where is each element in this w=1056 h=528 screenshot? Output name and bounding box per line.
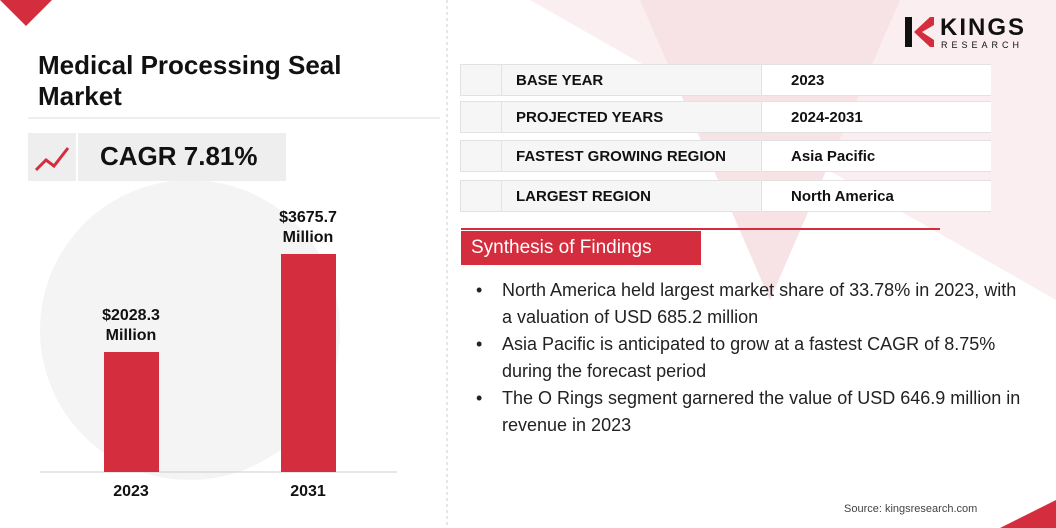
row-icon bbox=[461, 141, 502, 171]
row-value: North America bbox=[791, 188, 894, 205]
title: Medical Processing Seal Market bbox=[38, 50, 342, 111]
row-label: LARGEST REGION bbox=[516, 188, 652, 205]
row-value-cell: 2023 bbox=[761, 65, 991, 95]
x-tick-label: 2023 bbox=[113, 483, 149, 500]
value-label: $3675.7 Million bbox=[279, 209, 337, 246]
row-icon bbox=[461, 102, 502, 132]
info-row: FASTEST GROWING REGION Asia Pacific bbox=[460, 140, 991, 172]
source: Source: kingsresearch.com bbox=[844, 503, 978, 515]
cagr: CAGR 7.81% bbox=[100, 141, 258, 171]
x-tick-label: 2031 bbox=[290, 483, 326, 500]
row-value-cell: Asia Pacific bbox=[761, 141, 991, 171]
findings-list: North America held largest market share … bbox=[462, 277, 1022, 439]
row-value: 2023 bbox=[791, 72, 825, 89]
row-value: 2024-2031 bbox=[791, 109, 863, 126]
row-icon bbox=[461, 181, 502, 211]
row-label: FASTEST GROWING REGION bbox=[516, 148, 727, 165]
row-value-cell: 2024-2031 bbox=[761, 102, 991, 132]
row-value: Asia Pacific bbox=[791, 148, 876, 165]
value-label: $2028.3 Million bbox=[102, 306, 160, 344]
finding: Asia Pacific is anticipated to grow at a… bbox=[462, 331, 1022, 385]
bar bbox=[280, 254, 336, 472]
info-row: BASE YEAR 2023 bbox=[460, 64, 991, 96]
row-icon bbox=[461, 65, 502, 95]
row-label: BASE YEAR bbox=[516, 72, 604, 89]
bar bbox=[103, 351, 159, 472]
row-label: PROJECTED YEARS bbox=[516, 109, 664, 126]
findings-title: Synthesis of Findings bbox=[471, 237, 652, 258]
info-row: PROJECTED YEARS 2024-2031 bbox=[460, 101, 991, 133]
info-row: LARGEST REGION North America bbox=[460, 180, 991, 212]
logo-tagline: RESEARCH bbox=[941, 40, 1024, 50]
finding: North America held largest market share … bbox=[462, 277, 1022, 331]
row-value-cell: North America bbox=[761, 181, 991, 211]
finding: The O Rings segment garnered the value o… bbox=[462, 385, 1022, 439]
logo-name: KINGS bbox=[940, 14, 1027, 41]
